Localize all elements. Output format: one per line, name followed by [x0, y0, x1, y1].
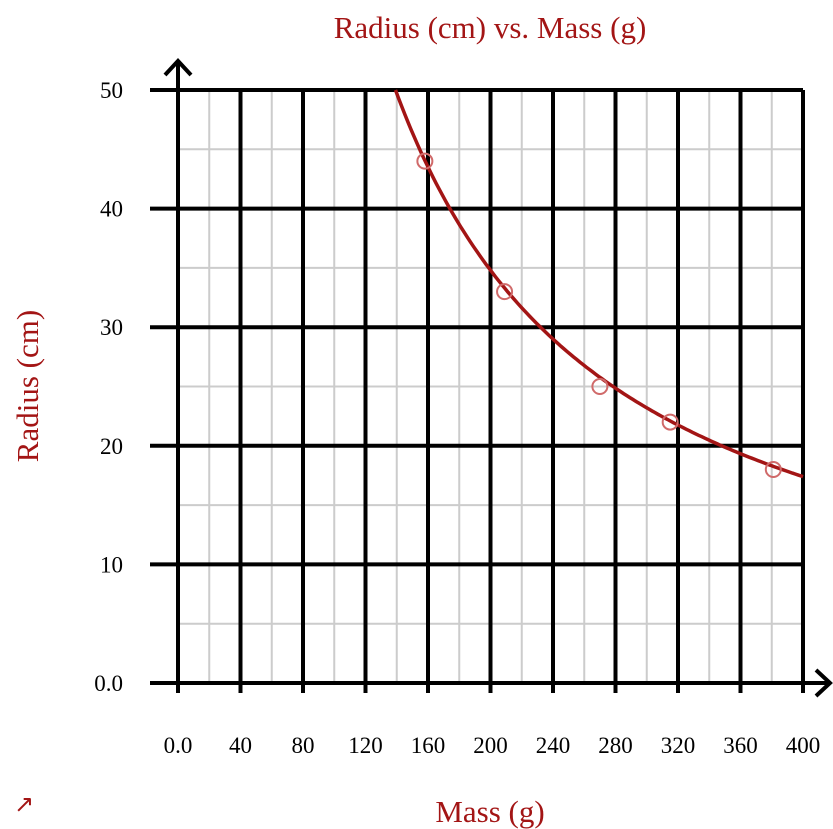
data-point — [661, 413, 679, 431]
fit-curve-group — [393, 89, 804, 479]
x-axis-arrow-icon — [814, 668, 833, 698]
x-tick-label: 80 — [292, 733, 315, 758]
axes — [150, 58, 833, 698]
y-tick-label: 20 — [100, 434, 123, 459]
x-tick-label: 320 — [661, 733, 696, 758]
expand-arrow-icon[interactable]: ↗ — [14, 790, 35, 818]
tick-labels: 0.0 40 80 120 160 200 240 280 320 360 400 0.0 10 20 30… — [94, 78, 820, 758]
x-tick-label: 0.0 — [164, 733, 193, 758]
x-tick-label: 120 — [348, 733, 383, 758]
data-point — [416, 152, 434, 170]
y-tick-label: 40 — [100, 197, 123, 222]
major-grid — [150, 88, 805, 693]
fit-curve — [393, 89, 804, 479]
x-tick-label: 200 — [473, 733, 508, 758]
chart-title: Radius (cm) vs. Mass (g) — [334, 10, 647, 45]
x-tick-label: 160 — [411, 733, 446, 758]
y-axis-label: Radius (cm) — [10, 310, 45, 462]
x-tick-label: 360 — [723, 733, 758, 758]
y-axis-arrow-icon — [163, 58, 193, 77]
x-axis-label: Mass (g) — [435, 794, 544, 829]
x-tick-label: 400 — [786, 733, 821, 758]
y-tick-label: 30 — [100, 315, 123, 340]
data-points — [416, 152, 782, 479]
x-tick-label: 40 — [229, 733, 252, 758]
y-tick-label: 0.0 — [94, 671, 123, 696]
x-tick-label: 280 — [598, 733, 633, 758]
data-point — [496, 283, 514, 301]
data-point — [764, 461, 782, 479]
x-tick-label: 240 — [536, 733, 571, 758]
data-point — [591, 378, 609, 395]
y-tick-label: 50 — [100, 78, 123, 103]
y-tick-label: 10 — [100, 552, 123, 577]
